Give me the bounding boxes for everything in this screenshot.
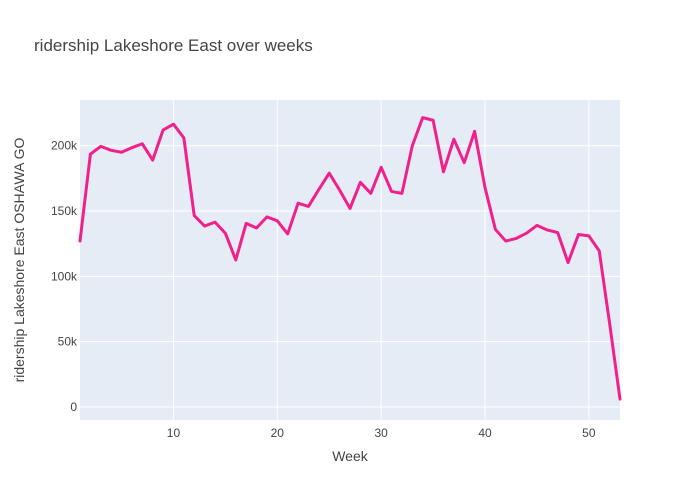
y-tick-label: 0 (70, 400, 77, 414)
plot-area (80, 100, 620, 420)
x-tick-label: 40 (478, 426, 492, 440)
x-axis-ticks: 10 20 30 40 50 (167, 426, 596, 440)
y-axis-ticks: 0 50k 100k 150k 200k (51, 139, 78, 414)
x-axis-title: Week (332, 448, 369, 464)
x-tick-label: 50 (582, 426, 596, 440)
y-tick-label: 150k (51, 204, 78, 218)
y-axis-title: ridership Lakeshore East OSHAWA GO (11, 137, 27, 382)
x-tick-label: 20 (271, 426, 285, 440)
grid-lines (80, 100, 620, 420)
x-tick-label: 10 (167, 426, 181, 440)
y-tick-label: 100k (51, 269, 78, 283)
y-tick-label: 50k (58, 335, 78, 349)
x-tick-label: 30 (374, 426, 388, 440)
y-tick-label: 200k (51, 139, 78, 153)
chart-title: ridership Lakeshore East over weeks (34, 36, 313, 55)
series-line[interactable] (78, 116, 622, 401)
